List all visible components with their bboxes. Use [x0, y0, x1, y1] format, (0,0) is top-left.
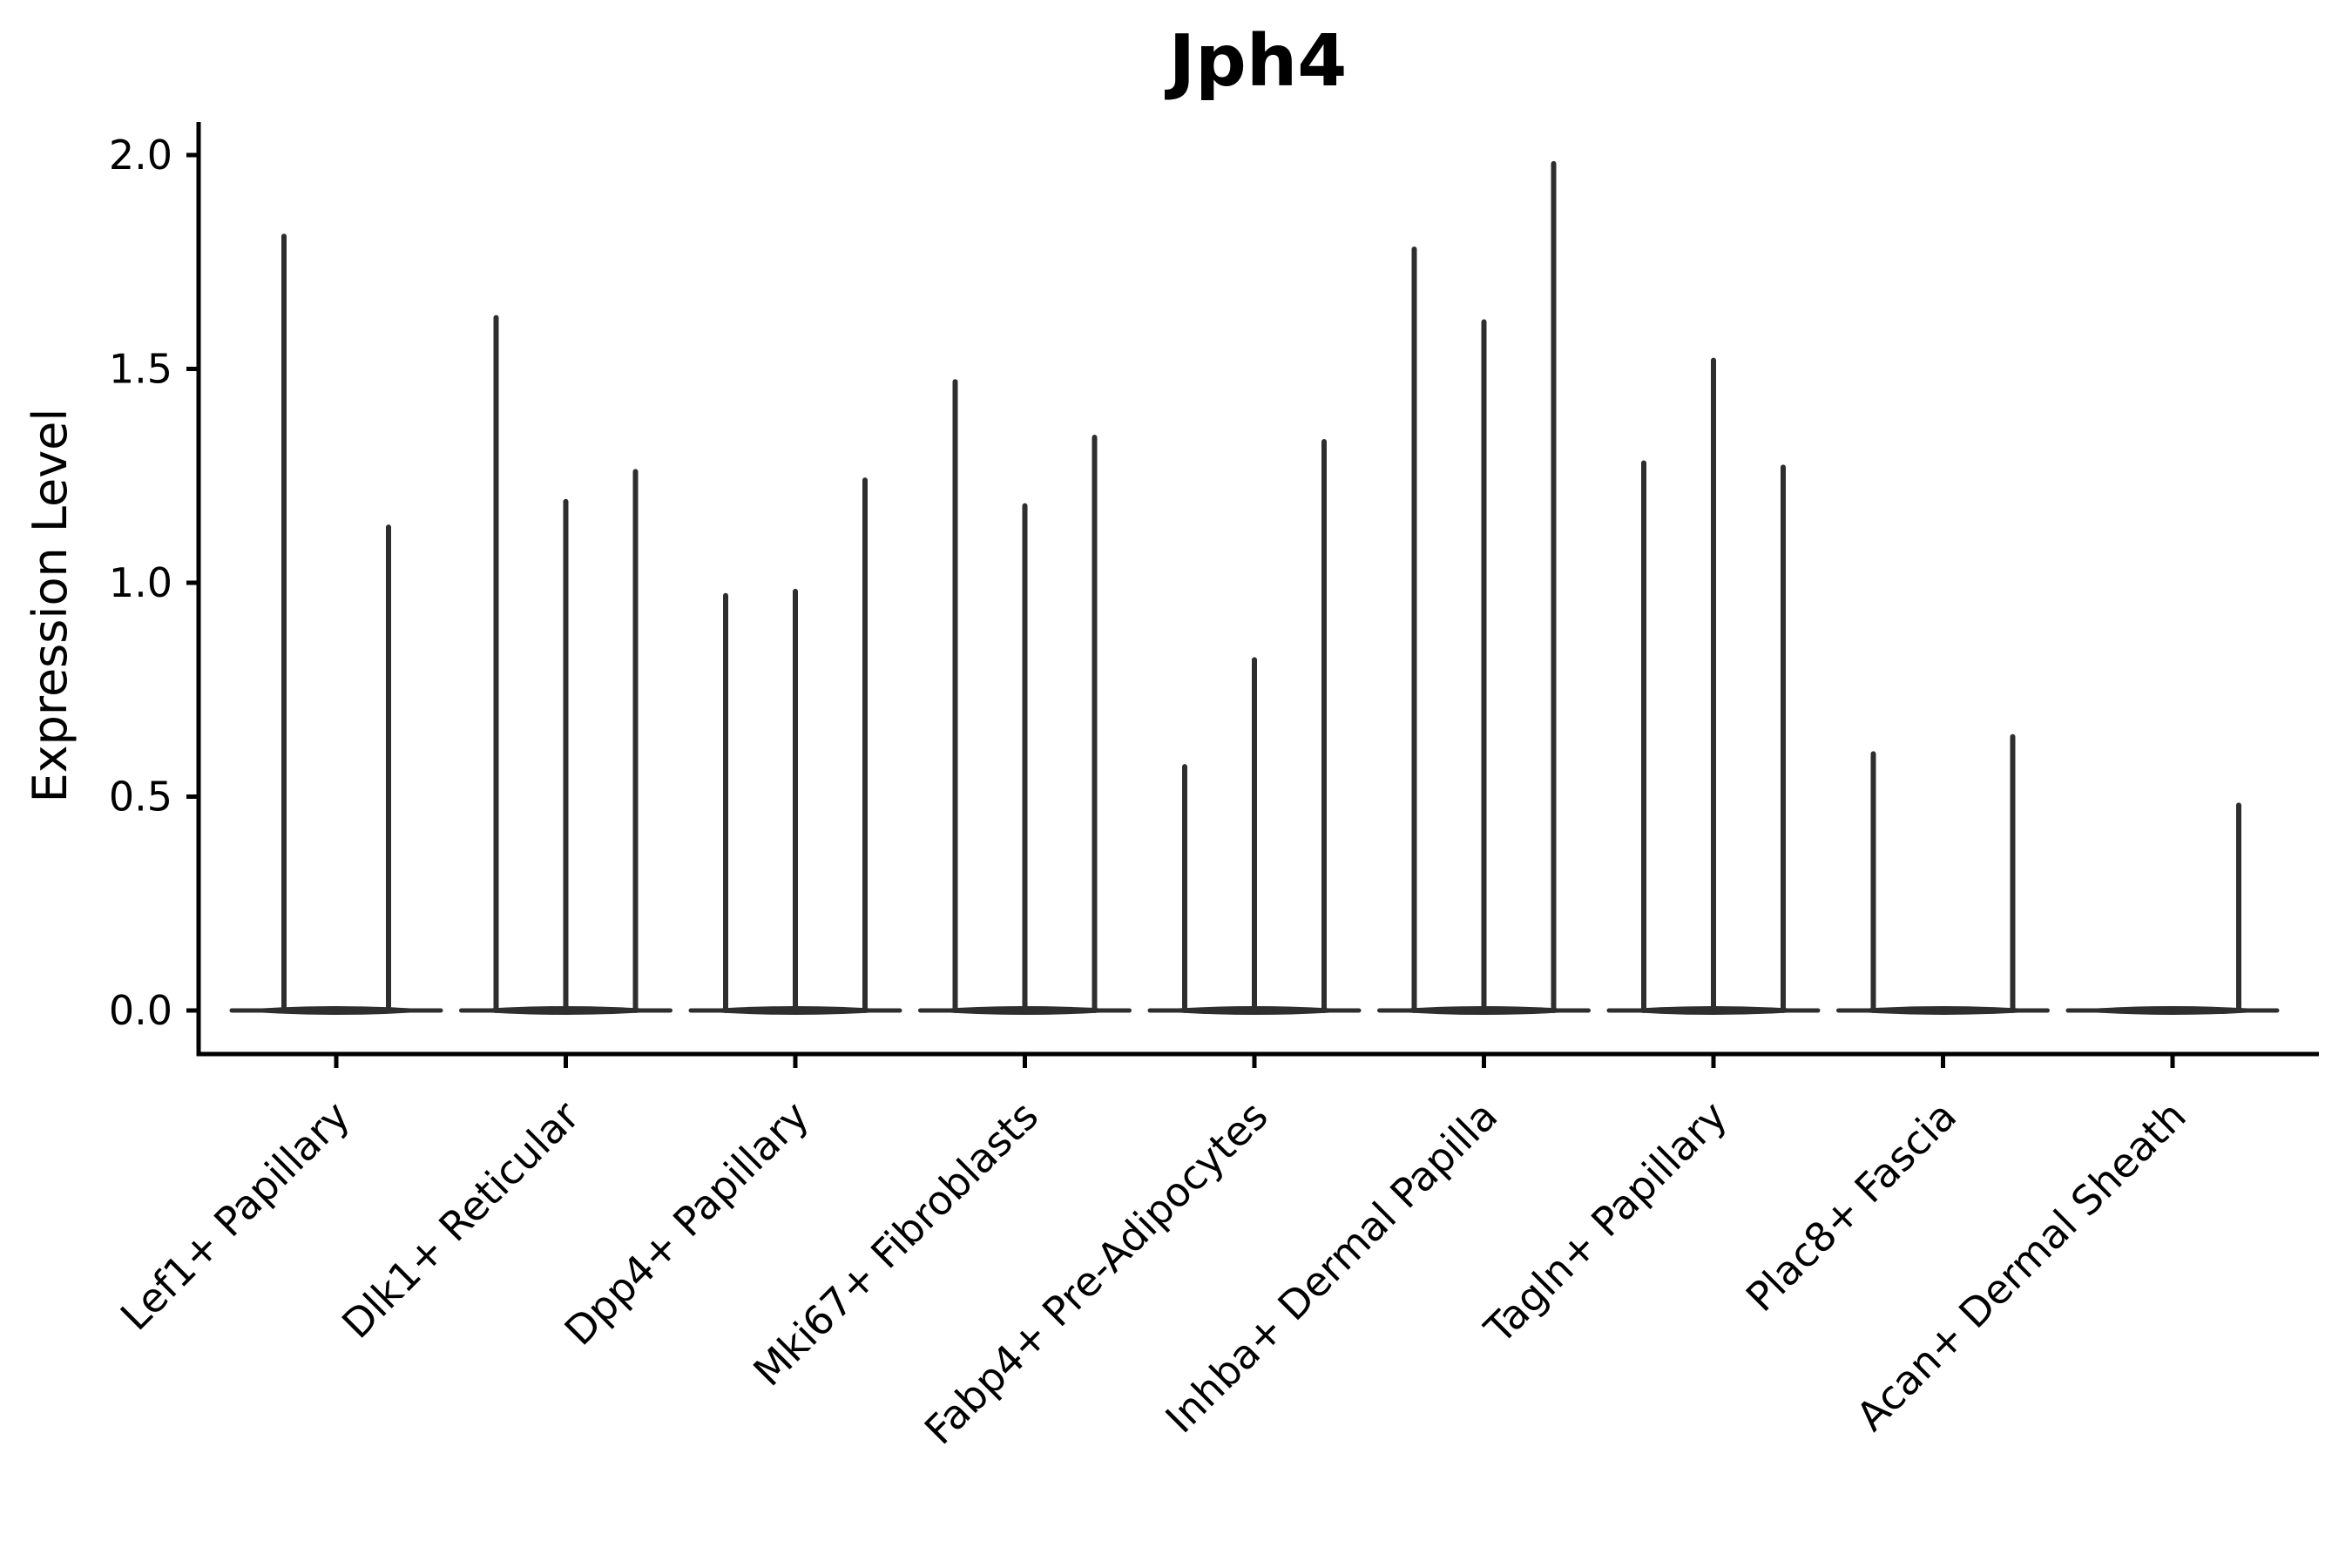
x-tick-label: Dpp4+ Papillary: [556, 1092, 818, 1355]
x-tick-label: Lef1+ Papillary: [112, 1092, 359, 1340]
plot-title: Jph4: [1165, 20, 1348, 103]
violins: [229, 160, 2280, 1015]
y-tick-label: 0.0: [109, 987, 172, 1034]
y-tick-label: 0.5: [109, 774, 172, 821]
y-ticks: 0.0 0.5 1.0 1.5 2.0: [109, 132, 199, 1034]
y-tick-label: 1.5: [109, 346, 172, 393]
x-tick-label: Plac8+ Fascia: [1737, 1092, 1965, 1321]
axes: [196, 122, 2319, 1057]
y-axis-label: Expression Level: [23, 409, 78, 803]
y-tick-label: 1.0: [109, 559, 172, 606]
y-tick-label: 2.0: [109, 132, 172, 179]
x-tick-label: Dlk1+ Reticular: [333, 1092, 588, 1348]
x-tick-label: Tagln+ Papillary: [1475, 1092, 1736, 1354]
